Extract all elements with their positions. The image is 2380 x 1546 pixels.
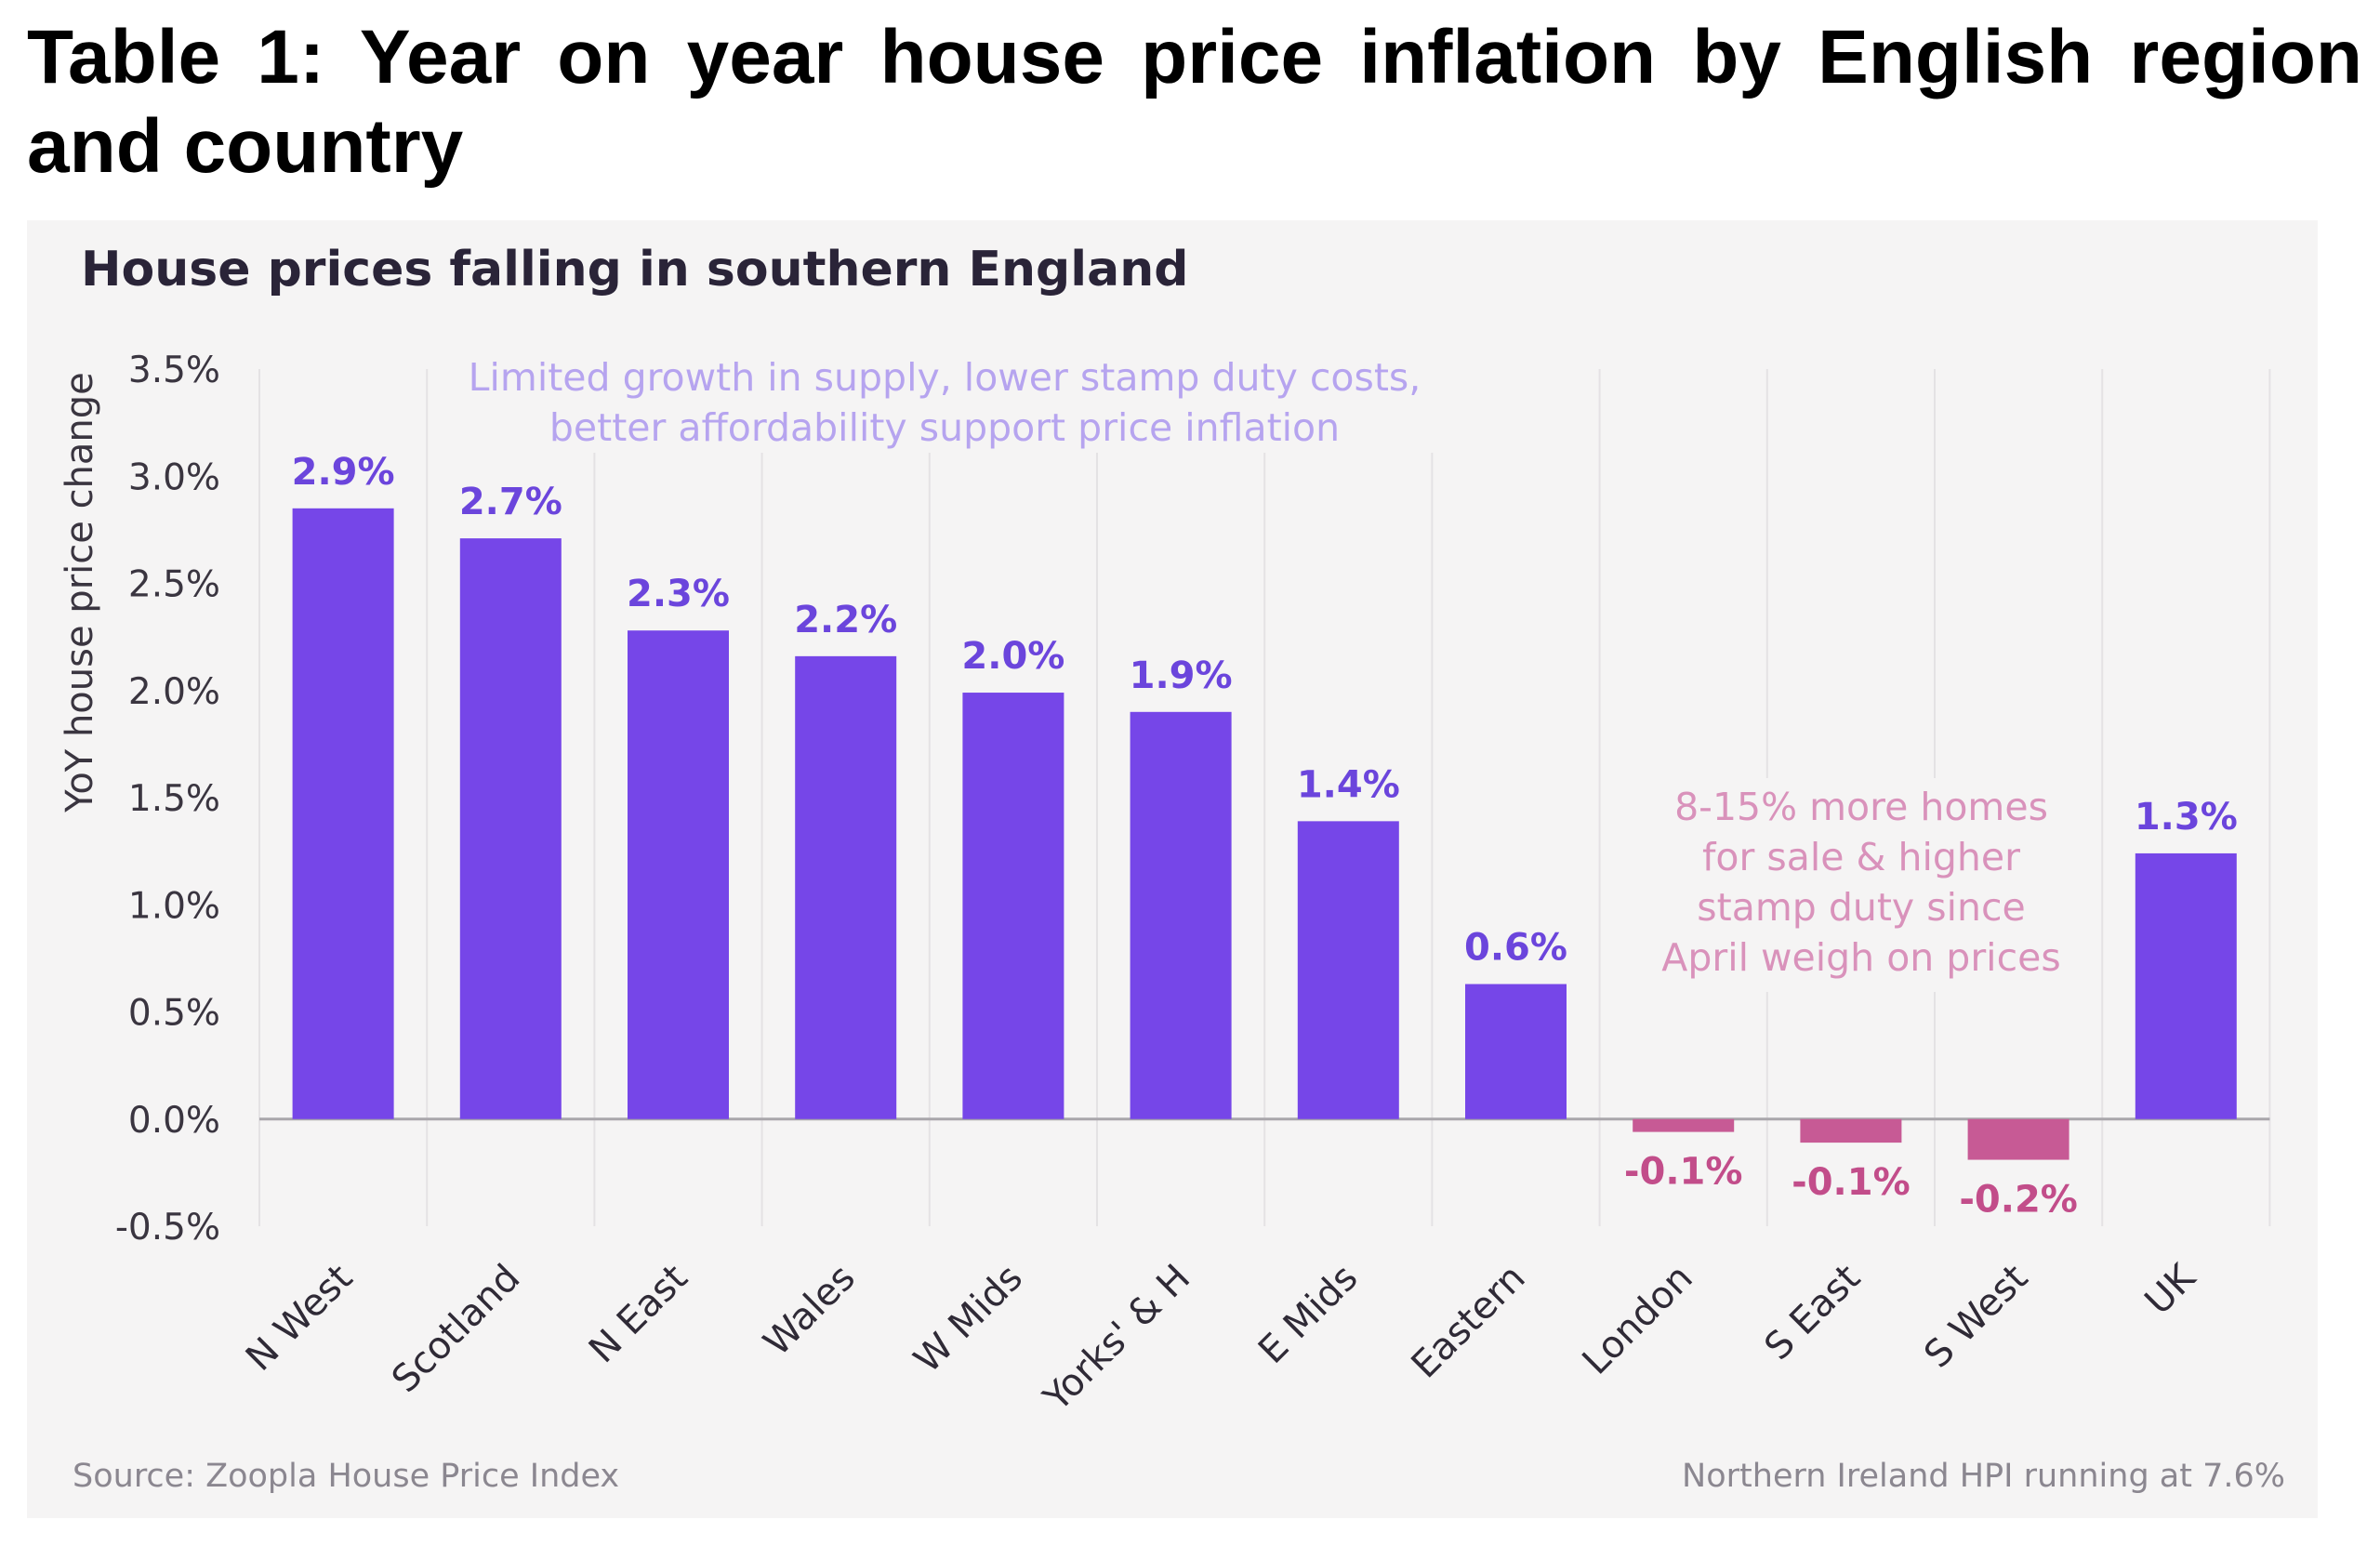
x-tick-label: S East <box>1756 1257 1869 1369</box>
data-label: 1.4% <box>1297 763 1400 806</box>
annotation-text: 8-15% more homes <box>1674 785 2048 829</box>
y-axis-label: YoY house price change <box>59 372 101 813</box>
data-label: 1.3% <box>2135 796 2238 839</box>
y-tick-label: 3.0% <box>128 456 220 498</box>
x-tick-label: Wales <box>756 1257 864 1365</box>
bar <box>1465 984 1567 1119</box>
y-tick-label: 1.5% <box>128 778 220 820</box>
data-label: -0.1% <box>1624 1151 1743 1194</box>
x-tick-label: S West <box>1916 1257 2036 1377</box>
source-note: Source: Zoopla House Price Index <box>73 1458 619 1495</box>
annotation-text: better affordability support price infla… <box>549 405 1340 450</box>
x-tick-label: N East <box>581 1257 696 1372</box>
x-tick-label: Yorks' & H <box>1035 1257 1198 1420</box>
y-tick-label: 2.5% <box>128 564 220 606</box>
bar <box>459 538 562 1119</box>
data-label: 2.7% <box>459 481 562 523</box>
y-tick-label: -0.5% <box>115 1207 220 1249</box>
y-tick-label: 0.5% <box>128 993 220 1035</box>
bar <box>795 655 897 1119</box>
x-tick-label: N West <box>238 1257 361 1380</box>
bar <box>2135 852 2237 1119</box>
data-label: 2.3% <box>627 573 730 615</box>
data-label: 1.9% <box>1130 654 1233 697</box>
annotation-background <box>1633 778 2089 992</box>
bar <box>292 508 394 1119</box>
data-label: -0.2% <box>1959 1179 2078 1222</box>
x-tick-label: UK <box>2137 1255 2205 1323</box>
bar <box>628 630 729 1119</box>
annotation-background <box>433 360 1456 453</box>
bar <box>1130 711 1232 1119</box>
annotation-text: stamp duty since <box>1697 885 2025 930</box>
x-tick-label: Scotland <box>384 1257 528 1401</box>
data-label: 2.9% <box>292 451 395 494</box>
annotation-text: for sale & higher <box>1702 835 2020 879</box>
x-tick-label: W Mids <box>906 1257 1031 1381</box>
bar <box>1633 1118 1735 1132</box>
y-tick-label: 3.5% <box>128 350 220 391</box>
chart-title: House prices falling in southern England <box>81 242 1188 297</box>
data-label: 0.6% <box>1464 927 1567 970</box>
bar <box>1967 1118 2069 1160</box>
data-label: 2.2% <box>794 599 897 641</box>
y-tick-label: 2.0% <box>128 671 220 713</box>
y-tick-label: 1.0% <box>128 885 220 927</box>
x-tick-label: E Mids <box>1250 1257 1366 1372</box>
annotation-text: April weigh on prices <box>1661 935 2060 980</box>
y-tick-label: 0.0% <box>128 1100 220 1142</box>
bar <box>962 693 1064 1119</box>
x-tick-label: London <box>1575 1257 1701 1383</box>
page-title: Table 1: Year on year house price inflat… <box>27 15 2362 189</box>
data-label: -0.1% <box>1792 1161 1911 1204</box>
bar <box>1297 821 1399 1119</box>
bar <box>1800 1118 1902 1143</box>
data-label: 2.0% <box>961 635 1064 678</box>
chart-panel: House prices falling in southern England… <box>27 220 2318 1518</box>
bar-chart: House prices falling in southern England… <box>59 242 2285 1495</box>
northern-ireland-note: Northern Ireland HPI running at 7.6% <box>1682 1458 2285 1495</box>
x-tick-label: Eastern <box>1404 1257 1534 1387</box>
annotation-text: Limited growth in supply, lower stamp du… <box>469 355 1421 400</box>
